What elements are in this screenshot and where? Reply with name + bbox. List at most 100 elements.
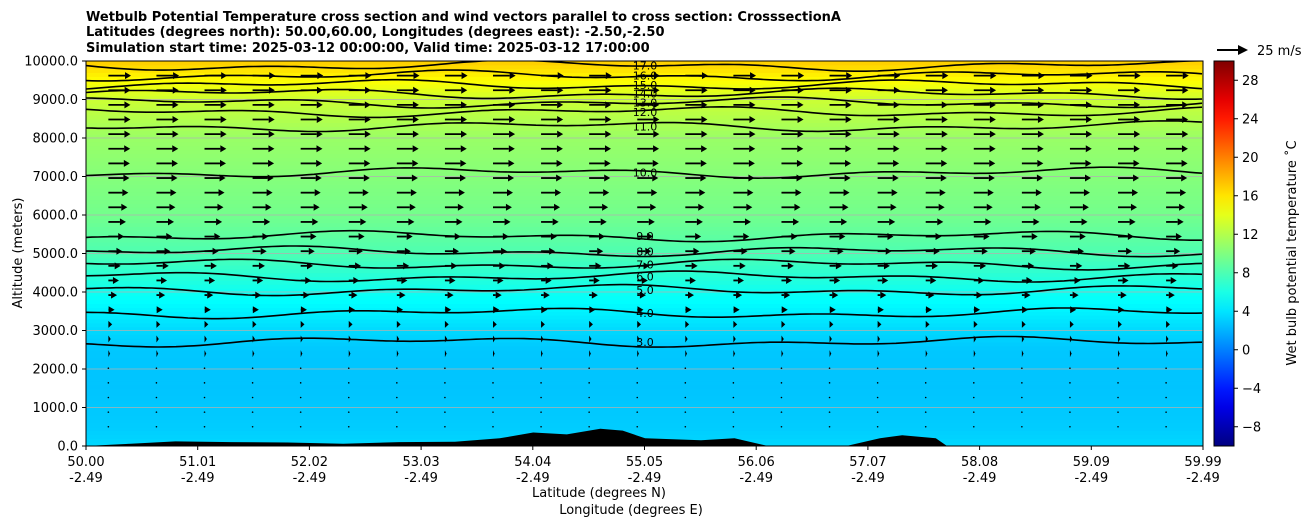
- wind-vector-head: [124, 145, 131, 153]
- wind-vector-head: [1074, 276, 1081, 284]
- wind-vector-head: [509, 101, 516, 109]
- chart-title-line-3: Simulation start time: 2025-03-12 00:00:…: [86, 41, 650, 56]
- x-tick-label-longitude: -2.49: [739, 471, 773, 486]
- contour-label: 3.0: [636, 336, 654, 349]
- field-band: [86, 295, 1203, 301]
- wind-vector-head: [1166, 320, 1170, 328]
- wind-vector-head: [733, 306, 740, 314]
- wind-vector: [444, 367, 446, 370]
- field-band: [86, 372, 1203, 378]
- wind-vector: [1021, 367, 1023, 370]
- wind-vector-head: [364, 159, 371, 167]
- wind-vector-head: [891, 189, 898, 197]
- wind-vector-head: [300, 320, 305, 328]
- wind-vector-head: [1179, 203, 1186, 211]
- field-band: [86, 125, 1203, 131]
- y-tick-label: 1000.0: [33, 401, 79, 416]
- field-band: [86, 149, 1203, 154]
- quiver-key-label: 25 m/s: [1257, 44, 1302, 59]
- wind-vector-head: [267, 174, 274, 182]
- wind-vector: [155, 396, 158, 399]
- wind-vector-head: [172, 116, 179, 124]
- wind-vector-head: [989, 130, 996, 138]
- wind-vector-head: [300, 350, 303, 358]
- wind-vector-head: [156, 306, 163, 314]
- wind-vector-head: [401, 276, 408, 284]
- terrain: [86, 428, 1203, 446]
- wind-vector-head: [360, 218, 367, 226]
- wind-vector-head: [541, 350, 543, 358]
- wind-vector-head: [1069, 335, 1073, 343]
- wind-vector-head: [356, 247, 363, 255]
- wind-vector: [347, 367, 350, 370]
- wind-vector-head: [114, 262, 121, 270]
- wind-vector-head: [252, 306, 259, 314]
- wind-vector: [972, 411, 975, 413]
- wind-vector-head: [739, 262, 746, 270]
- wind-vector-head: [317, 72, 324, 80]
- field-band: [86, 141, 1203, 147]
- field-band: [86, 202, 1203, 208]
- field-band: [86, 326, 1203, 331]
- wind-vector-head: [396, 335, 400, 343]
- wind-vector: [828, 425, 831, 428]
- wind-vector-head: [554, 203, 561, 211]
- wind-vector-head: [1134, 86, 1141, 94]
- wind-vector-head: [123, 159, 130, 167]
- wind-vector-head: [451, 262, 458, 270]
- y-tick-label: 5000.0: [33, 247, 79, 262]
- wind-vector: [588, 396, 590, 399]
- field-band: [86, 114, 1203, 120]
- field-band: [86, 387, 1203, 393]
- wind-vector-head: [1038, 86, 1045, 94]
- wind-vector-head: [204, 350, 207, 358]
- wind-vector-head: [1181, 145, 1188, 153]
- wind-vector: [396, 396, 398, 399]
- wind-vector-head: [696, 218, 703, 226]
- wind-vector-head: [700, 159, 707, 167]
- wind-vector-head: [1037, 101, 1044, 109]
- field-band: [86, 356, 1203, 362]
- wind-vector: [444, 396, 446, 399]
- contour-line: [86, 87, 1203, 100]
- field-band: [86, 206, 1203, 212]
- wind-vector: [876, 396, 879, 399]
- field-band: [86, 368, 1203, 374]
- wind-vector-head: [1182, 101, 1189, 109]
- wind-vector-head: [399, 291, 406, 299]
- wind-vector-head: [121, 203, 128, 211]
- field-band: [86, 422, 1203, 428]
- wind-vector-head: [266, 189, 273, 197]
- wind-vector-head: [890, 203, 897, 211]
- quiver-key-arrow-head: [1238, 45, 1248, 55]
- wind-vector-head: [1036, 174, 1043, 182]
- wind-vector-head: [506, 189, 513, 197]
- wind-vector-head: [845, 145, 852, 153]
- wind-vector-head: [1126, 247, 1133, 255]
- y-tick-label: 6000.0: [33, 209, 79, 224]
- wind-vector-head: [937, 218, 944, 226]
- contour-line: [86, 270, 1203, 283]
- wind-vector-head: [797, 145, 804, 153]
- wind-vector-head: [1181, 174, 1188, 182]
- field-band: [86, 268, 1203, 274]
- wind-vector-head: [604, 159, 611, 167]
- wind-vector: [107, 367, 110, 370]
- field-band: [86, 430, 1203, 435]
- wind-vector: [107, 411, 110, 413]
- field-band: [86, 199, 1203, 204]
- wind-vector: [203, 411, 206, 413]
- wind-vector-head: [832, 291, 839, 299]
- wind-vector-head: [217, 203, 224, 211]
- wind-vector: [203, 425, 206, 428]
- wind-vector-head: [125, 72, 132, 80]
- wind-vector-head: [787, 262, 794, 270]
- wind-vector-head: [941, 130, 948, 138]
- wind-vector-head: [789, 247, 796, 255]
- wind-vector-head: [316, 159, 323, 167]
- wind-vector: [972, 396, 975, 399]
- wind-vector-head: [781, 335, 784, 343]
- field-band: [86, 210, 1203, 216]
- wind-vector: [492, 425, 494, 428]
- wind-vector-head: [444, 335, 448, 343]
